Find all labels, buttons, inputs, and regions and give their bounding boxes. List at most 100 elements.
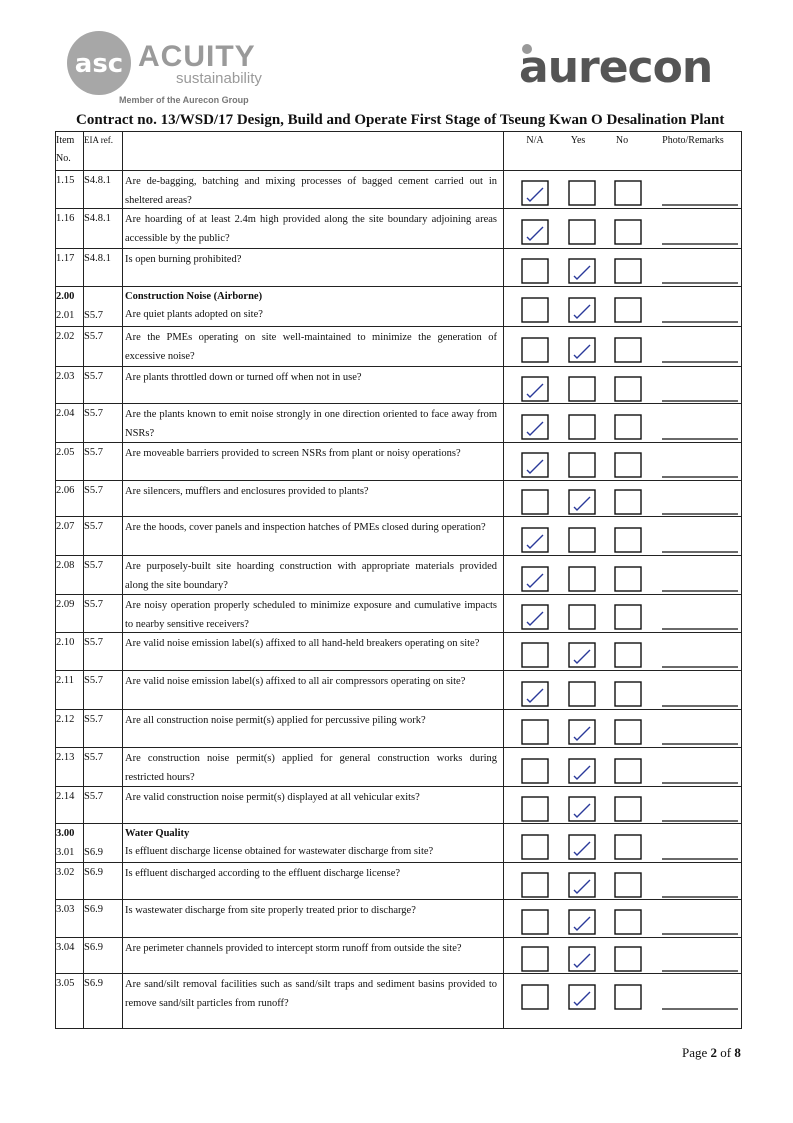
header-item: Item No.	[56, 132, 74, 168]
tick	[526, 187, 544, 202]
eia-ref: S4.8.1	[84, 175, 111, 186]
checkbox	[614, 413, 642, 440]
checkbox	[614, 719, 642, 745]
row-line	[55, 403, 742, 404]
checkbox	[521, 680, 549, 707]
answer-boxes	[521, 180, 738, 206]
answer-boxes	[521, 795, 738, 822]
row-line	[55, 973, 742, 974]
answer-boxes	[521, 258, 738, 284]
answer-boxes	[521, 984, 738, 1010]
answer-boxes	[521, 871, 738, 898]
document-title: Contract no. 13/WSD/17 Design, Build and…	[76, 112, 725, 128]
checkbox	[521, 871, 549, 898]
row-line	[55, 937, 742, 938]
item-number: 3.05	[56, 978, 75, 989]
answer-boxes	[521, 757, 738, 784]
checkbox	[521, 258, 549, 284]
eia-ref: S6.9	[84, 978, 103, 989]
question: Are the plants known to emit noise stron…	[125, 409, 497, 439]
checkbox	[568, 871, 596, 898]
eia-ref: S5.7	[84, 447, 103, 458]
checkbox	[568, 909, 596, 935]
row-line	[55, 747, 742, 748]
checkbox	[568, 258, 596, 284]
header-option: Yes	[570, 135, 586, 146]
question: Are moveable barriers provided to screen…	[125, 448, 461, 459]
checkbox	[521, 526, 549, 553]
acuity-logo-mark: asc	[67, 31, 131, 95]
question: Are plants throttled down or turned off …	[125, 372, 362, 383]
checkbox	[521, 833, 549, 860]
checkbox	[521, 413, 549, 440]
column-line	[503, 131, 504, 1028]
checkbox	[568, 297, 596, 323]
checkbox	[614, 375, 642, 402]
item-number: 3.01	[56, 847, 75, 858]
item-number: 3.04	[56, 942, 75, 953]
checkbox	[568, 489, 596, 515]
eia-ref: S5.7	[84, 637, 103, 648]
eia-ref: S5.7	[84, 485, 103, 496]
checkbox	[614, 795, 642, 822]
eia-ref: S5.7	[84, 752, 103, 763]
eia-ref: S5.7	[84, 791, 103, 802]
question: Are perimeter channels provided to inter…	[125, 943, 462, 954]
column-line	[83, 131, 84, 1028]
checkbox	[568, 604, 596, 630]
answer-boxes	[521, 337, 738, 363]
checkbox	[614, 219, 642, 245]
checkbox	[568, 680, 596, 707]
item-number: 1.16	[56, 213, 75, 224]
question: Are valid construction noise permit(s) d…	[125, 792, 420, 803]
checkbox	[568, 413, 596, 440]
tick	[526, 459, 544, 474]
row-line	[55, 516, 742, 517]
item-number: 3.03	[56, 904, 75, 915]
tick	[526, 688, 544, 703]
column-line	[55, 131, 56, 1028]
question: Are all construction noise permit(s) app…	[125, 715, 426, 726]
item-number: 2.13	[56, 752, 75, 763]
eia-ref: S5.7	[84, 331, 103, 342]
checkbox	[521, 757, 549, 784]
row-line	[55, 1028, 742, 1029]
checkbox	[521, 604, 549, 630]
answer-boxes	[521, 413, 738, 440]
item-number: 2.04	[56, 408, 75, 419]
tick	[573, 726, 591, 741]
page-number: Page 2 of 8	[682, 1045, 741, 1061]
checkbox	[568, 452, 596, 478]
answer-boxes	[521, 719, 738, 745]
question: Is effluent discharged according to the …	[125, 868, 401, 879]
item-number: 1.17	[56, 253, 75, 264]
checkbox	[521, 795, 549, 822]
tick	[573, 765, 591, 780]
question: Are valid noise emission label(s) affixe…	[125, 638, 480, 649]
checkbox	[614, 297, 642, 323]
row-line	[55, 326, 742, 327]
checkbox	[521, 946, 549, 972]
item-number: 2.06	[56, 485, 75, 496]
answer-boxes	[521, 642, 738, 668]
checkbox	[568, 337, 596, 363]
section-title: Water Quality	[125, 828, 190, 839]
checkbox	[521, 219, 549, 245]
item-number: 2.14	[56, 791, 75, 802]
checkbox	[614, 642, 642, 668]
checkbox	[614, 337, 642, 363]
section-title: Construction Noise (Airborne)	[125, 291, 263, 302]
checkbox	[614, 526, 642, 553]
tick	[526, 383, 544, 398]
header-item-line: No.	[56, 153, 71, 164]
checkbox	[521, 565, 549, 592]
row-line	[55, 366, 742, 367]
checkbox	[521, 719, 549, 745]
svg-text:asc: asc	[75, 49, 123, 79]
row-line	[55, 823, 742, 824]
answer-boxes	[521, 833, 738, 860]
tick	[573, 649, 591, 664]
tick	[526, 226, 544, 241]
row-line	[55, 286, 742, 287]
